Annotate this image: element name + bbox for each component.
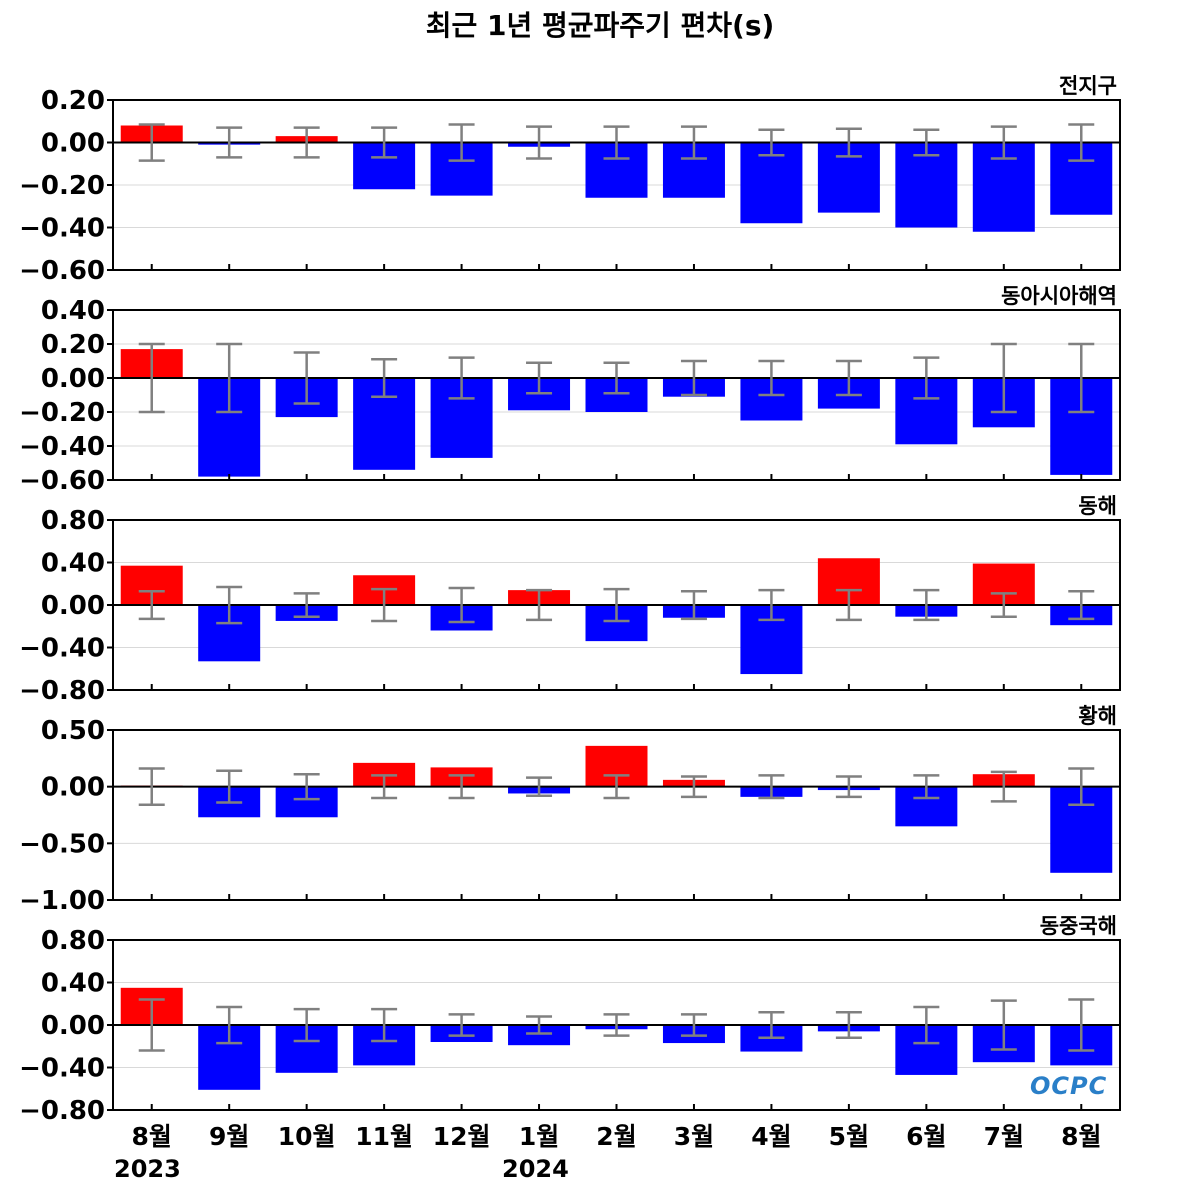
x-tick-label: 6월 bbox=[906, 1122, 946, 1151]
y-tick-label: −1.00 bbox=[19, 886, 105, 916]
y-tick-label: −0.40 bbox=[19, 1054, 105, 1084]
region-label: 동아시아해역 bbox=[1001, 284, 1117, 308]
year-label-2023: 2023 bbox=[114, 1155, 181, 1183]
x-tick-label: 9월 bbox=[209, 1122, 249, 1151]
x-tick-label: 5월 bbox=[829, 1122, 869, 1151]
y-tick-label: 0.00 bbox=[41, 591, 105, 621]
year-label-2024: 2024 bbox=[502, 1155, 569, 1183]
y-tick-label: −0.50 bbox=[19, 829, 105, 859]
y-tick-label: 0.40 bbox=[41, 549, 105, 579]
bar-6 bbox=[508, 1025, 571, 1046]
bar-11 bbox=[895, 142, 958, 228]
y-tick-label: 0.40 bbox=[41, 969, 105, 999]
region-label: 동해 bbox=[1078, 494, 1117, 518]
y-tick-label: −0.60 bbox=[19, 466, 105, 496]
y-tick-label: 0.00 bbox=[41, 773, 105, 803]
y-tick-label: −0.20 bbox=[19, 171, 105, 201]
x-tick-label: 7월 bbox=[984, 1122, 1024, 1151]
panel-frame bbox=[112, 309, 1121, 481]
y-tick-label: 0.40 bbox=[41, 296, 105, 326]
y-tick-label: −0.40 bbox=[19, 214, 105, 244]
region-label: 전지구 bbox=[1059, 74, 1117, 98]
y-tick-label: −0.80 bbox=[19, 676, 105, 706]
panel-frame bbox=[112, 729, 1121, 901]
y-tick-label: 0.50 bbox=[41, 716, 105, 746]
x-tick-label: 8월 bbox=[1061, 1122, 1101, 1151]
y-tick-label: −0.60 bbox=[19, 256, 105, 286]
x-tick-label: 2월 bbox=[596, 1122, 636, 1151]
y-tick-label: −0.80 bbox=[19, 1096, 105, 1126]
x-tick-label: 3월 bbox=[674, 1122, 714, 1151]
y-tick-label: 0.80 bbox=[41, 506, 105, 536]
y-tick-label: 0.00 bbox=[41, 1011, 105, 1041]
y-tick-label: −0.40 bbox=[19, 634, 105, 664]
x-tick-label: 11월 bbox=[355, 1122, 413, 1151]
region-label: 동중국해 bbox=[1040, 914, 1117, 938]
y-tick-label: −0.40 bbox=[19, 432, 105, 462]
panel-frame bbox=[112, 939, 1121, 1111]
ocpc-logo: OCPC bbox=[1030, 1072, 1108, 1100]
y-tick-label: 0.80 bbox=[41, 926, 105, 956]
panel-frame bbox=[112, 519, 1121, 691]
y-tick-label: 0.00 bbox=[41, 364, 105, 394]
y-tick-label: 0.00 bbox=[41, 129, 105, 159]
x-tick-label: 10월 bbox=[278, 1122, 336, 1151]
y-tick-label: −0.20 bbox=[19, 398, 105, 428]
y-tick-label: 0.20 bbox=[41, 330, 105, 360]
region-label: 황해 bbox=[1078, 704, 1117, 728]
panel-frame bbox=[112, 99, 1121, 271]
x-tick-label: 4월 bbox=[751, 1122, 791, 1151]
chart-title: 최근 1년 평균파주기 편차(s) bbox=[425, 9, 775, 42]
x-tick-label: 12월 bbox=[433, 1122, 491, 1151]
y-tick-label: 0.20 bbox=[41, 86, 105, 116]
x-tick-label: 8월 bbox=[132, 1122, 172, 1151]
x-tick-label: 1월 bbox=[519, 1122, 559, 1151]
